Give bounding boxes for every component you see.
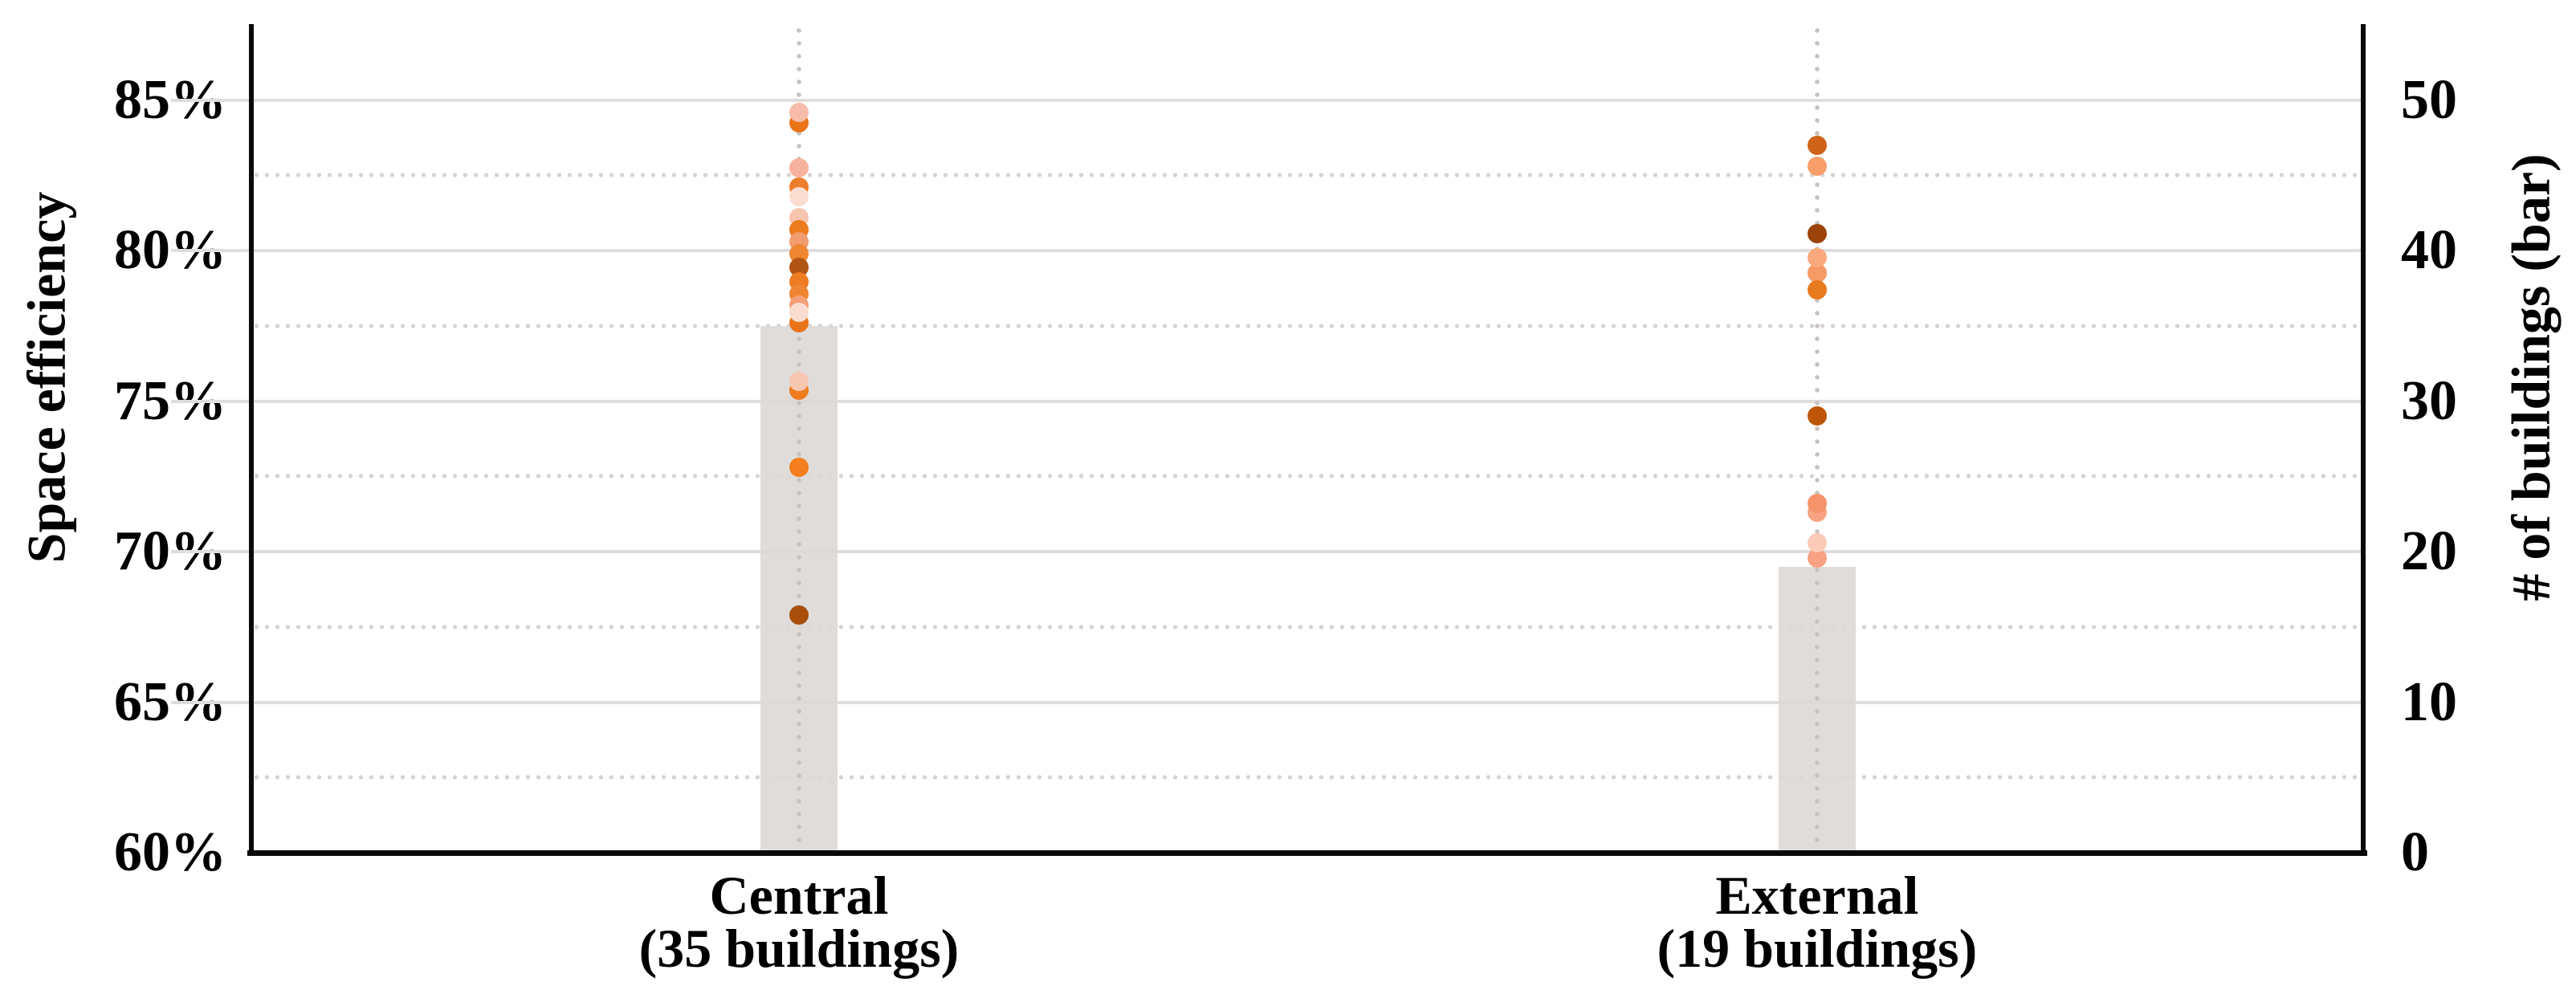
gridline-solid <box>171 550 2363 553</box>
scatter-dot <box>789 458 809 477</box>
right-tick-label: 50 <box>2401 68 2457 131</box>
right-tick-label: 10 <box>2401 670 2457 733</box>
gridline-solid <box>171 700 2363 704</box>
category-name: Central <box>709 865 889 926</box>
scatter-dot <box>789 186 809 206</box>
right-axis-title: # of buildings (bar) <box>2500 153 2562 601</box>
gridline-dotted <box>251 624 2363 629</box>
right-tick-label: 20 <box>2401 520 2457 582</box>
right-tick-label: 40 <box>2401 219 2457 281</box>
scatter-dot <box>1807 248 1827 268</box>
gridline-solid <box>171 399 2363 403</box>
scatter-dot <box>1807 157 1827 176</box>
scatter-dot <box>1807 494 1827 513</box>
scatter-dot <box>789 102 809 122</box>
right-tick-label: 0 <box>2401 821 2429 883</box>
gridline-dotted <box>251 775 2363 780</box>
scatter-dot <box>789 372 809 392</box>
scatter-dot <box>789 157 809 177</box>
scatter-dot <box>789 605 809 625</box>
gridline-dotted <box>251 323 2363 328</box>
scatter-dot <box>1807 532 1827 552</box>
right-axis-spine <box>2361 24 2366 855</box>
plot-area <box>171 24 2363 853</box>
category-count: (35 buildings) <box>638 918 960 979</box>
x-axis-line <box>247 850 2367 856</box>
category-name: External <box>1715 865 1919 926</box>
category-count: (19 buildings) <box>1657 918 1978 979</box>
dropline-central <box>796 24 801 853</box>
gridline-dotted <box>251 173 2363 178</box>
category-label-central: Central (35 buildings) <box>438 865 1160 979</box>
gridline-solid <box>171 249 2363 252</box>
gridline-dotted <box>251 474 2363 479</box>
scatter-dot <box>1807 224 1827 244</box>
left-axis-spine <box>249 24 254 855</box>
dropline-external <box>1814 24 1820 853</box>
scatter-dot <box>789 302 809 322</box>
right-tick-label: 30 <box>2401 369 2457 432</box>
scatter-dot <box>1807 135 1827 155</box>
left-tick-label: 60% <box>114 821 226 883</box>
scatter-dot <box>1807 406 1827 426</box>
category-label-external: External (19 buildings) <box>1456 865 2179 979</box>
scatter-dot <box>1807 279 1827 299</box>
gridline-solid <box>171 98 2363 102</box>
